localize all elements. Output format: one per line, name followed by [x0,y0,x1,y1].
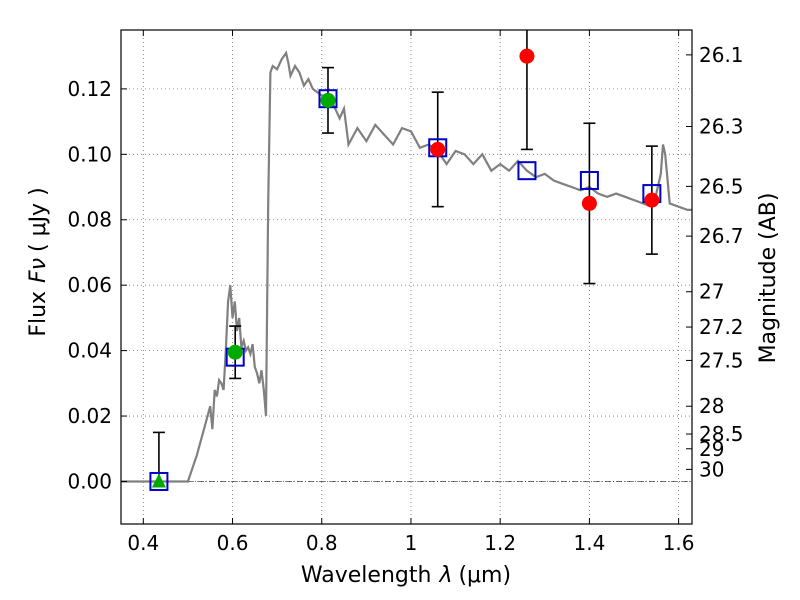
y-tick-label: 0.04 [67,339,112,363]
y-tick-label: 0.08 [67,208,112,232]
model-photometry-square [517,161,537,181]
y2-tick-label: 28.5 [699,422,744,446]
data-point [320,92,336,108]
x-tick-label: 0.8 [306,531,338,555]
y2-tick-label: 26.1 [699,43,744,67]
x-tick-label: 0.6 [217,531,249,555]
y-tick-label: 0.00 [67,469,112,493]
x-tick-label: 1.4 [573,531,605,555]
data-point [227,344,243,360]
data-point [644,192,660,208]
y-tick-label: 0.02 [67,404,112,428]
nondetection-triangle [151,473,166,488]
x-tick-label: 1.6 [663,531,695,555]
y-tick-label: 0.06 [67,273,112,297]
y-tick-label: 0.10 [67,142,112,166]
y2-tick-label: 26.3 [699,115,744,139]
plot-frame [120,29,693,525]
y2-tick-label: 27.5 [699,348,744,372]
y-axis-label: FluxFν( μJy ) [26,187,51,336]
model-sed-line [121,50,692,483]
y-tick-label: 0.12 [67,77,112,101]
data-point [519,48,535,64]
grid-layer [121,30,692,524]
tick-layer: 0.4 0.6 0.8 1 1.2 1.4 1.6 0.00 0.02 0.04 0.06 0.08 0… [67,30,744,555]
y2-axis-label: Magnitude (AB) [756,193,781,364]
y2-tick-label: 27.2 [699,315,744,339]
y2-tick-label: 26.7 [699,224,744,248]
y2-tick-label: 27 [699,280,724,304]
y2-tick-label: 26.5 [699,174,744,198]
x-axis-label: Wavelength λ (μm) [301,563,511,588]
y2-tick-label: 28 [699,394,724,418]
data-layer [121,30,692,491]
data-point [581,195,597,211]
y2-tick-label: 30 [699,457,724,481]
y2-tick-label: 29 [699,437,724,461]
x-tick-label: 1.2 [484,531,516,555]
x-tick-label: 1 [405,531,418,555]
x-tick-label: 0.4 [127,531,159,555]
data-point [430,141,446,157]
model-photometry-square [579,170,599,190]
model-photometry-square [149,471,169,491]
